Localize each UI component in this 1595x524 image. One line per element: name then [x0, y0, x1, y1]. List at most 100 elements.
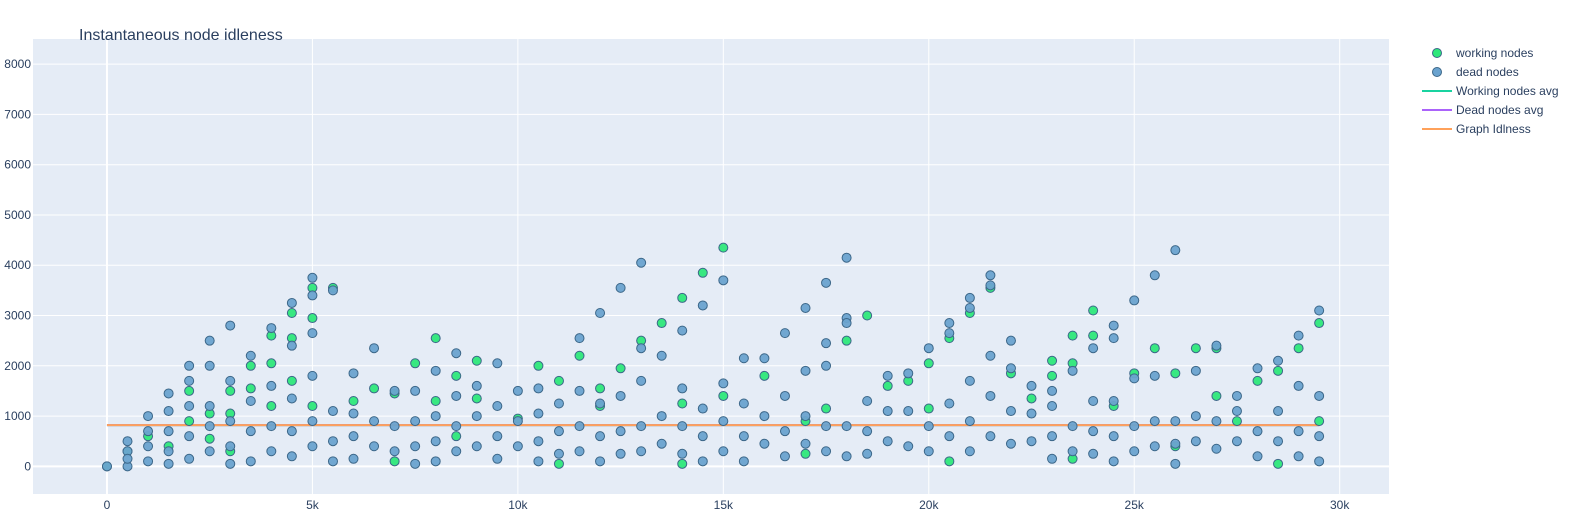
data-point	[595, 398, 606, 409]
data-point	[841, 421, 852, 432]
data-point	[1108, 431, 1119, 442]
data-point	[944, 456, 955, 467]
data-point	[697, 300, 708, 311]
data-point	[307, 401, 318, 412]
data-point	[677, 398, 688, 409]
data-point	[184, 375, 195, 386]
data-point	[266, 421, 277, 432]
data-point	[1231, 416, 1242, 427]
data-point	[697, 403, 708, 414]
data-point	[821, 421, 832, 432]
data-point	[903, 441, 914, 452]
data-point	[636, 257, 647, 268]
data-point	[718, 378, 729, 389]
data-point	[574, 421, 585, 432]
data-point	[307, 416, 318, 427]
data-point	[1047, 401, 1058, 412]
data-point	[615, 363, 626, 374]
data-point	[1211, 443, 1222, 454]
data-point	[492, 358, 503, 369]
data-point	[471, 393, 482, 404]
data-point	[1129, 421, 1140, 432]
data-point	[348, 395, 359, 406]
data-point	[985, 350, 996, 361]
data-point	[677, 421, 688, 432]
data-point	[1293, 451, 1304, 462]
data-point	[1026, 380, 1037, 391]
y-tick-labels: 0 1000 2000 3000 4000 5000 6000 7000 8000	[4, 57, 31, 473]
data-point	[1149, 441, 1160, 452]
data-point	[677, 448, 688, 459]
data-point	[533, 360, 544, 371]
data-point	[410, 458, 421, 469]
y-tick-label: 0	[24, 459, 31, 473]
data-point	[451, 370, 462, 381]
data-point	[307, 328, 318, 339]
data-point	[1088, 343, 1099, 354]
x-tick-labels: 0 5k 10k 15k 20k 25k 30k	[104, 498, 1351, 512]
data-point	[1005, 335, 1016, 346]
data-point	[595, 431, 606, 442]
data-point	[800, 302, 811, 313]
data-point	[163, 446, 174, 457]
x-tick-label: 20k	[919, 498, 939, 512]
data-point	[964, 292, 975, 303]
data-point	[204, 401, 215, 412]
data-point	[225, 458, 236, 469]
data-point	[348, 431, 359, 442]
data-point	[964, 375, 975, 386]
data-point	[471, 411, 482, 422]
data-point	[923, 403, 934, 414]
data-point	[553, 458, 564, 469]
legend-item: Working nodes avg	[1422, 84, 1559, 98]
data-point	[1273, 355, 1284, 366]
data-point	[163, 426, 174, 437]
legend-label: Graph Idlness	[1456, 122, 1531, 136]
data-point	[1108, 456, 1119, 467]
data-point	[143, 411, 154, 422]
data-point	[369, 383, 380, 394]
data-point	[944, 431, 955, 442]
data-point	[553, 398, 564, 409]
chart-title: Instantaneous node idleness	[79, 27, 283, 44]
data-point	[245, 360, 256, 371]
data-point	[882, 370, 893, 381]
data-point	[286, 393, 297, 404]
data-point	[1293, 426, 1304, 437]
data-point	[862, 448, 873, 459]
data-point	[1231, 406, 1242, 417]
data-point	[1293, 330, 1304, 341]
data-point	[697, 456, 708, 467]
data-point	[245, 350, 256, 361]
data-point	[574, 385, 585, 396]
data-point	[985, 270, 996, 281]
data-point	[1067, 365, 1078, 376]
data-point	[492, 401, 503, 412]
data-point	[286, 451, 297, 462]
data-point	[451, 431, 462, 442]
data-point	[1129, 373, 1140, 384]
legend-label: Working nodes avg	[1456, 84, 1559, 98]
data-point	[1252, 451, 1263, 462]
data-point	[163, 458, 174, 469]
data-point	[410, 385, 421, 396]
data-point	[718, 446, 729, 457]
data-point	[225, 320, 236, 331]
data-point	[1211, 340, 1222, 351]
x-tick-label: 5k	[306, 498, 320, 512]
data-point	[1005, 363, 1016, 374]
data-point	[512, 385, 523, 396]
data-point	[656, 438, 667, 449]
data-point	[1273, 436, 1284, 447]
data-point	[1149, 370, 1160, 381]
data-point	[451, 390, 462, 401]
data-point	[307, 370, 318, 381]
data-point	[1108, 395, 1119, 406]
data-point	[1149, 343, 1160, 354]
data-point	[369, 343, 380, 354]
data-point	[184, 401, 195, 412]
data-point	[800, 448, 811, 459]
data-point	[595, 456, 606, 467]
data-point	[184, 360, 195, 371]
data-point	[204, 360, 215, 371]
